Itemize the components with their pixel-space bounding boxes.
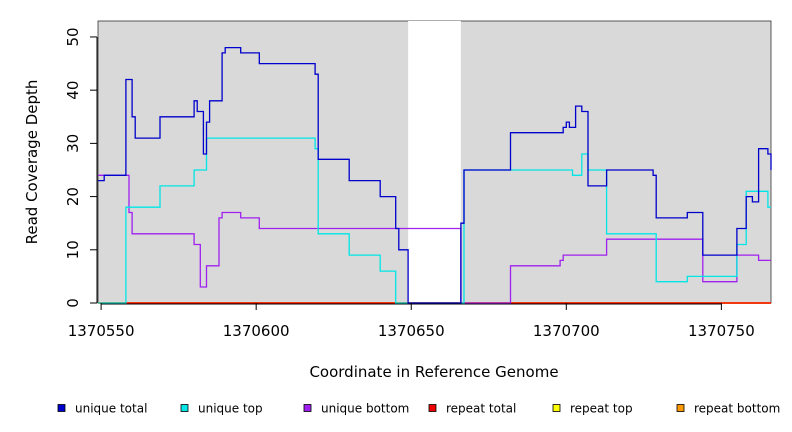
legend-swatch-repeat-bottom: [676, 404, 685, 412]
legend-label-unique-total: unique total: [75, 402, 147, 416]
legend-label-repeat-total: repeat total: [446, 402, 516, 416]
legend-label-unique-top: unique top: [198, 402, 263, 416]
y-axis-title: Read Coverage Depth: [23, 80, 41, 245]
gap-region: [408, 21, 461, 303]
y-tick-label: 10: [64, 240, 82, 259]
x-tick-label: 1370600: [223, 322, 290, 340]
y-axis: 0 10 20 30 40 50: [64, 27, 98, 308]
y-tick-label: 20: [64, 187, 82, 206]
x-tick-label: 1370700: [533, 322, 600, 340]
x-tick-label: 1370650: [378, 322, 445, 340]
y-tick-label: 50: [64, 27, 82, 46]
series-unique-bottom: [98, 174, 771, 304]
legend-swatch-unique-bottom: [303, 404, 312, 412]
legend: unique total unique top unique bottom repea…: [57, 402, 780, 416]
legend-label-repeat-bottom: repeat bottom: [694, 402, 780, 416]
y-tick-label: 40: [64, 81, 82, 100]
x-axis: 1370550 1370600 1370650 1370700 1370750: [68, 303, 755, 340]
series-unique-total: [98, 46, 772, 304]
legend-swatch-repeat-top: [552, 404, 561, 412]
legend-label-repeat-top: repeat top: [570, 402, 633, 416]
series-layer: [98, 46, 772, 304]
legend-swatch-unique-top: [180, 404, 189, 412]
x-tick-label: 1370550: [68, 322, 135, 340]
series-unique-top: [98, 137, 771, 304]
legend-label-unique-bottom: unique bottom: [321, 402, 409, 416]
x-axis-title: Coordinate in Reference Genome: [309, 363, 558, 381]
plot-background: [97, 20, 772, 304]
y-tick-label: 0: [64, 298, 82, 308]
legend-swatch-repeat-total: [428, 404, 437, 412]
y-tick-label: 30: [64, 134, 82, 153]
x-tick-label: 1370750: [688, 322, 755, 340]
legend-swatch-unique-total: [57, 404, 66, 412]
